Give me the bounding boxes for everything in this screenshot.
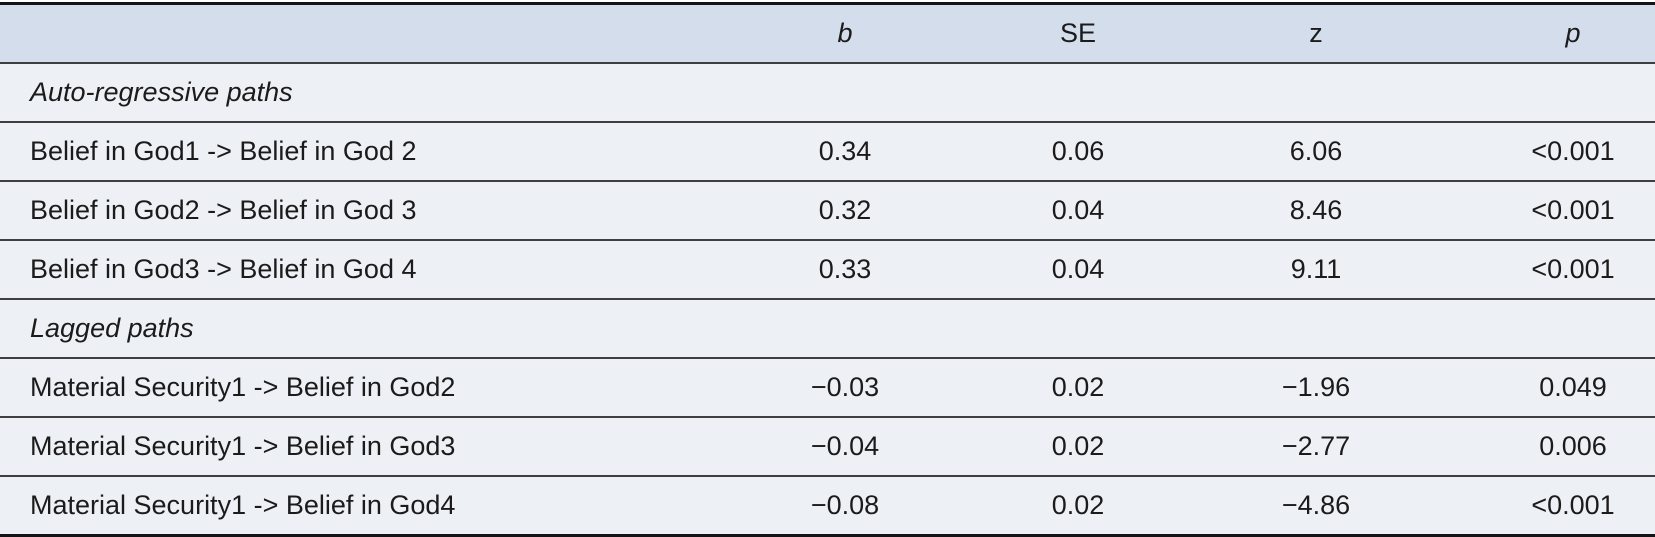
- z-value: 9.11: [1196, 239, 1436, 299]
- z-value: −1.96: [1196, 357, 1436, 417]
- path-label: Belief in God3 -> Belief in God 4: [0, 239, 730, 299]
- header-row: b SE z p: [0, 3, 1655, 64]
- z-value: −4.86: [1196, 475, 1436, 536]
- table-row: Material Security1 -> Belief in God2 −0.…: [0, 357, 1655, 417]
- table-row: Belief in God2 -> Belief in God 3 0.32 0…: [0, 180, 1655, 240]
- table-row: Belief in God3 -> Belief in God 4 0.33 0…: [0, 239, 1655, 299]
- table-row: Material Security1 -> Belief in God4 −0.…: [0, 475, 1655, 536]
- column-header-p: p: [1436, 3, 1655, 64]
- z-value: 6.06: [1196, 121, 1436, 181]
- column-header-se: SE: [960, 3, 1196, 64]
- path-label: Material Security1 -> Belief in God3: [0, 416, 730, 476]
- section-row-lagged: Lagged paths: [0, 298, 1655, 358]
- b-value: 0.33: [730, 239, 960, 299]
- se-value: 0.04: [960, 180, 1196, 240]
- path-label: Material Security1 -> Belief in God4: [0, 475, 730, 536]
- section-title: Auto-regressive paths: [0, 63, 1655, 122]
- z-value: −2.77: [1196, 416, 1436, 476]
- column-header-empty: [0, 3, 730, 64]
- table-row: Belief in God1 -> Belief in God 2 0.34 0…: [0, 121, 1655, 181]
- p-value: <0.001: [1436, 121, 1655, 181]
- p-value: 0.006: [1436, 416, 1655, 476]
- b-value: −0.03: [730, 357, 960, 417]
- p-value: <0.001: [1436, 180, 1655, 240]
- b-value: 0.32: [730, 180, 960, 240]
- path-label: Material Security1 -> Belief in God2: [0, 357, 730, 417]
- p-value: 0.049: [1436, 357, 1655, 417]
- p-value: <0.001: [1436, 239, 1655, 299]
- b-value: −0.08: [730, 475, 960, 536]
- section-row-autoregressive: Auto-regressive paths: [0, 63, 1655, 122]
- p-value: <0.001: [1436, 475, 1655, 536]
- se-value: 0.04: [960, 239, 1196, 299]
- se-value: 0.02: [960, 416, 1196, 476]
- column-header-b: b: [730, 3, 960, 64]
- table-row: Material Security1 -> Belief in God3 −0.…: [0, 416, 1655, 476]
- se-value: 0.02: [960, 475, 1196, 536]
- section-title: Lagged paths: [0, 298, 1655, 358]
- b-value: 0.34: [730, 121, 960, 181]
- column-header-z: z: [1196, 3, 1436, 64]
- path-label: Belief in God2 -> Belief in God 3: [0, 180, 730, 240]
- se-value: 0.06: [960, 121, 1196, 181]
- b-value: −0.04: [730, 416, 960, 476]
- z-value: 8.46: [1196, 180, 1436, 240]
- se-value: 0.02: [960, 357, 1196, 417]
- path-label: Belief in God1 -> Belief in God 2: [0, 121, 730, 181]
